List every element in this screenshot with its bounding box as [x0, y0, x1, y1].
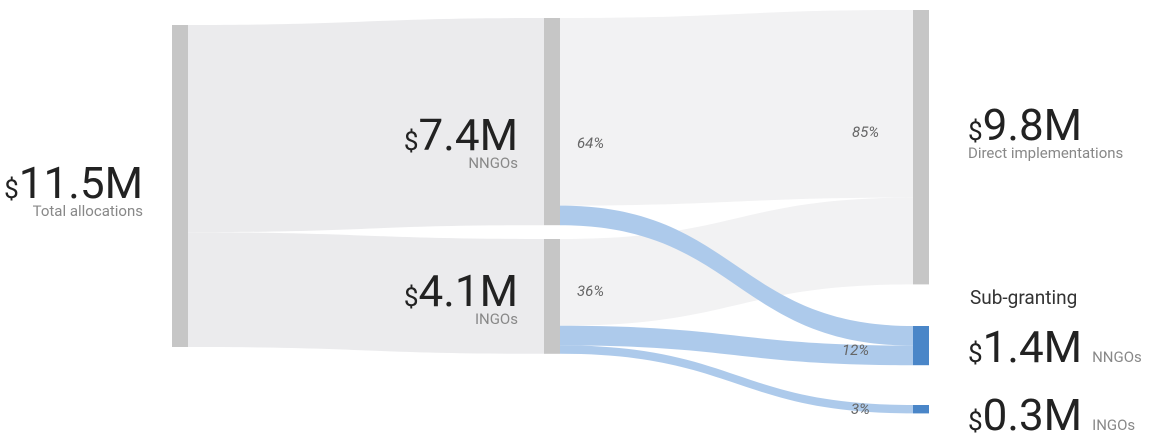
- share-label: 36%: [577, 282, 604, 300]
- currency: $: [404, 127, 419, 157]
- link: [560, 10, 913, 206]
- node-name: INGOs: [475, 310, 518, 328]
- value-label: 11.5M: [19, 157, 143, 209]
- link: [560, 197, 913, 326]
- link: [560, 325, 913, 366]
- node-bar: [544, 18, 560, 226]
- value-label: 7.4M: [419, 109, 518, 161]
- currency: $: [4, 175, 19, 205]
- value-label: 9.8M: [983, 99, 1082, 151]
- node-name: NNGOs: [1092, 348, 1142, 366]
- node-name: Total allocations: [33, 202, 143, 220]
- value-label: 1.4M: [983, 321, 1082, 373]
- node-name: Direct implementations: [968, 144, 1123, 162]
- share-label: 3%: [851, 400, 870, 418]
- share-label: 64%: [577, 134, 604, 152]
- node-value: $7.4M: [404, 109, 518, 161]
- nodes: [172, 10, 929, 414]
- node-value: $11.5M: [4, 157, 143, 209]
- currency: $: [968, 117, 983, 147]
- links: [188, 10, 913, 414]
- share-label: 12%: [842, 341, 869, 359]
- link: [188, 232, 544, 354]
- node-bar: [913, 326, 929, 366]
- node-bar: [913, 405, 929, 414]
- node-value: $4.1M: [404, 265, 518, 317]
- node-value: $9.8M: [968, 99, 1082, 151]
- currency: $: [968, 407, 983, 436]
- node-name: INGOs: [1092, 416, 1135, 434]
- node-bar: [544, 239, 560, 354]
- value-label: 4.1M: [419, 265, 518, 317]
- currency: $: [404, 283, 419, 313]
- group-label: Sub-granting: [970, 286, 1077, 309]
- currency: $: [968, 339, 983, 369]
- node-bar: [172, 25, 188, 347]
- value-label: 0.3M: [983, 389, 1082, 436]
- node-bar: [913, 10, 929, 285]
- node-value: $1.4M NNGOs: [968, 321, 1142, 373]
- link: [560, 345, 913, 414]
- link: [188, 18, 544, 233]
- link: [560, 205, 913, 346]
- share-label: 85%: [852, 123, 879, 141]
- node-value: $0.3M INGOs: [968, 389, 1135, 436]
- node-name: NNGOs: [468, 154, 518, 172]
